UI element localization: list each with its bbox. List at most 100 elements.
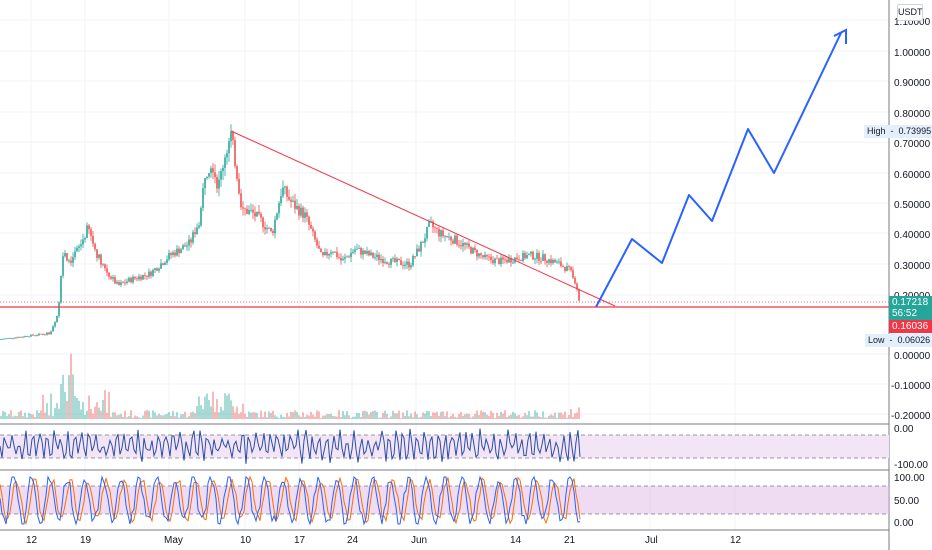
volume-bar (288, 416, 290, 419)
volume-bar (572, 416, 574, 419)
volume-bar (510, 414, 512, 419)
volume-bar (296, 411, 298, 419)
volume-bar (506, 417, 508, 419)
candle-body (394, 258, 396, 262)
candle-body (490, 256, 492, 260)
stoch-axis[interactable]: 100.00 50.00 0.00 (894, 473, 925, 529)
candle-body (240, 193, 242, 208)
candle-body (52, 326, 54, 332)
candle-body (30, 334, 32, 337)
candle-body (232, 131, 234, 141)
volume-bar (554, 412, 556, 419)
price-tick: 0.80000 (894, 109, 931, 120)
rsi-axis[interactable]: 0.00 -100.00 (894, 424, 928, 471)
candle-body (432, 221, 434, 228)
candle-body (460, 245, 462, 247)
candle-body (80, 244, 82, 247)
candle-body (556, 261, 558, 263)
high-value: 0.73995 (898, 126, 932, 136)
candle-body (70, 260, 72, 263)
candle-body (548, 259, 550, 263)
candle-body (308, 216, 310, 225)
price-axis[interactable]: 1.10000 1.00000 0.90000 0.80000 0.70000 … (891, 17, 931, 422)
volume-bar (84, 415, 86, 419)
volume-bar (448, 417, 450, 419)
volume-bar (578, 407, 580, 419)
volume-bar (54, 408, 56, 419)
price-tick: 0.30000 (894, 261, 931, 272)
volume-bar (372, 411, 374, 419)
candle-body (476, 249, 478, 257)
volume-bar (396, 413, 398, 419)
volume-bar (308, 415, 310, 419)
candle-body (104, 264, 106, 269)
currency-unit-label[interactable]: USDT (897, 4, 923, 21)
descending-trendline[interactable] (230, 130, 616, 307)
volume-bar (274, 415, 276, 419)
stochastic-pane[interactable] (0, 475, 889, 526)
candle-body (562, 266, 564, 267)
candle-body (486, 254, 488, 257)
candle-body (492, 259, 494, 264)
candle-body (84, 237, 86, 240)
volume-bar (270, 413, 272, 419)
candle-body (276, 213, 278, 220)
volume-bar (566, 417, 568, 419)
projection-path[interactable] (595, 28, 847, 308)
volume-bar (74, 396, 76, 419)
price-tick: 0.40000 (894, 230, 931, 241)
candle-body (190, 239, 192, 243)
volume-bar (244, 413, 246, 419)
time-label: 10 (240, 535, 252, 546)
volume-bar (238, 413, 240, 419)
candle-body (254, 212, 256, 217)
volume-bar (474, 413, 476, 419)
candle-body (250, 209, 252, 211)
candle-body (138, 276, 140, 280)
candle-body (378, 254, 380, 261)
volume-bar (36, 410, 38, 419)
time-axis[interactable]: 12 19 May 10 17 24 Jun 14 21 Jul 12 (26, 535, 742, 546)
volume-bar (486, 414, 488, 419)
candle-body (222, 167, 224, 172)
candle-body (312, 228, 314, 232)
candle-body (310, 224, 312, 229)
volume-bar (314, 416, 316, 419)
volume-bar (546, 417, 548, 419)
candle-body (358, 248, 360, 249)
candlestick-series (0, 124, 580, 340)
volume-bar (96, 402, 98, 419)
rsi-pane[interactable] (0, 428, 889, 464)
volume-bar (152, 410, 154, 419)
volume-bar (262, 416, 264, 419)
candle-body (64, 253, 66, 257)
volume-bar (234, 412, 236, 419)
candle-body (170, 253, 172, 255)
volume-bar (550, 414, 552, 419)
candle-body (392, 258, 394, 260)
volume-bar (462, 416, 464, 419)
candle-body (82, 239, 84, 245)
candle-body (422, 241, 424, 243)
candle-body (360, 248, 362, 255)
candle-body (230, 131, 232, 142)
candle-body (448, 236, 450, 238)
volume-bar (154, 412, 156, 419)
low-label: Low - 0.06026 (865, 334, 932, 347)
candle-body (134, 276, 136, 279)
candle-body (286, 186, 288, 197)
volume-bar (428, 411, 430, 419)
candle-body (416, 248, 418, 257)
candle-body (226, 153, 228, 158)
volume-bar (354, 416, 356, 419)
volume-bar (68, 375, 70, 419)
volume-bar (48, 415, 50, 419)
candle-body (306, 212, 308, 217)
support-price-value: 0.16036 (892, 321, 929, 332)
candle-body (440, 230, 442, 237)
candle-body (564, 266, 566, 271)
candle-body (208, 173, 210, 177)
candle-body (330, 252, 332, 254)
candle-body (174, 252, 176, 256)
